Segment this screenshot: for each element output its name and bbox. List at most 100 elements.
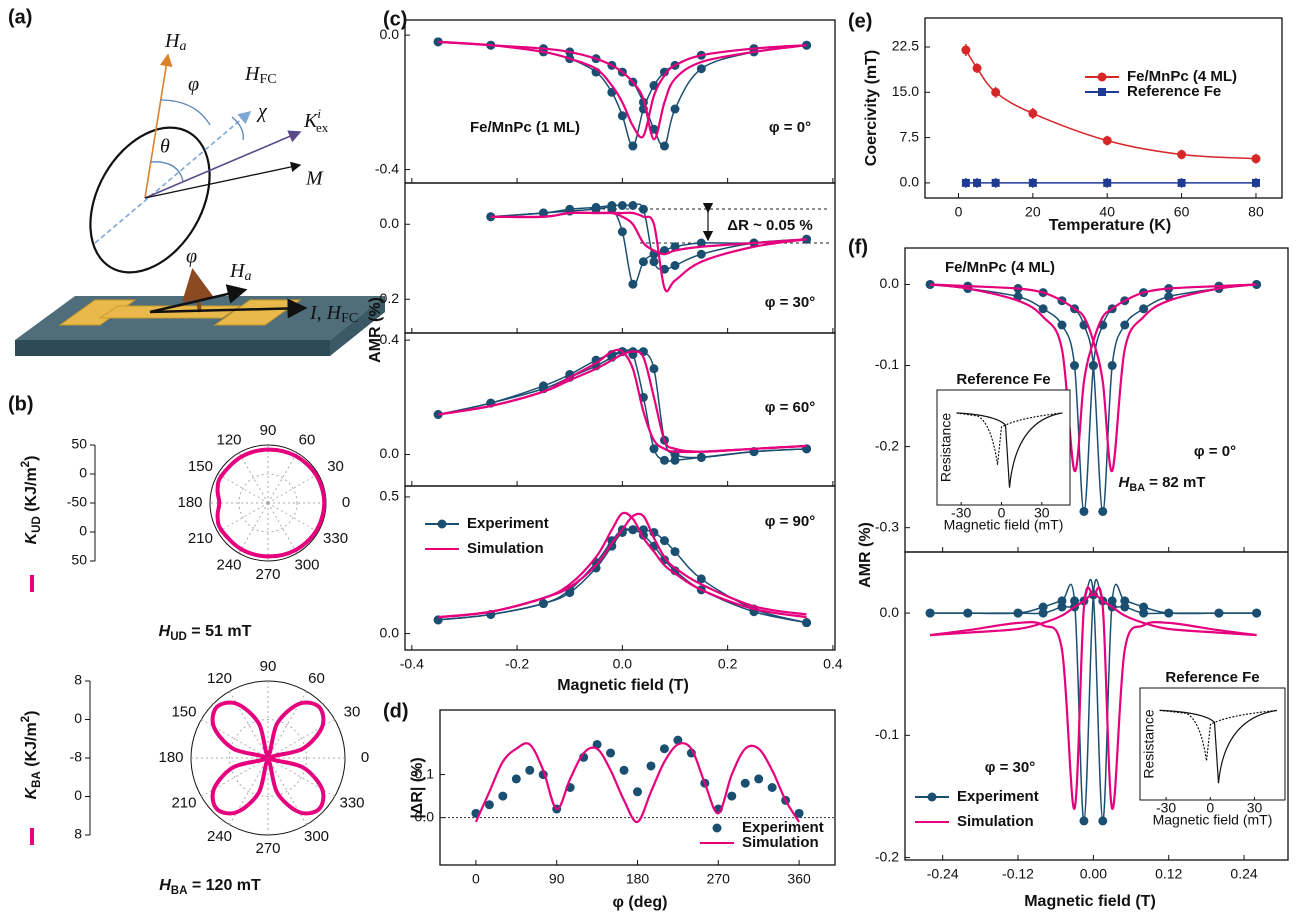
r-tick-label: -50: [67, 494, 87, 510]
y-tick-label: 0.5: [380, 488, 400, 504]
x-tick-label: 0.0: [613, 656, 633, 672]
theta-tick-label: 90: [260, 422, 277, 439]
r-tick-label: 0: [79, 465, 87, 481]
r-axis-label-part: (KJ/m: [23, 722, 40, 771]
theta-tick-label: 60: [308, 670, 325, 687]
y-tick-label: -0.3: [875, 518, 899, 534]
y-tick-label: 0.0: [380, 624, 400, 640]
inset-x-label: Magnetic field (mT): [1153, 812, 1273, 828]
annotation: HBA = 82 mT: [1119, 474, 1206, 494]
x-tick-label: 0.00: [1080, 866, 1107, 882]
annotation-part: = 82 mT: [1145, 474, 1205, 491]
theta-tick-label: 210: [171, 794, 196, 811]
marker: [628, 201, 637, 210]
legend-label: Simulation: [957, 813, 1034, 830]
label: HFC: [244, 63, 277, 88]
schematic: (a) Ha φ HFC χ Kiex θ M φ Ha I, HFC: [8, 6, 385, 356]
marker: [991, 88, 1000, 97]
marker: [697, 250, 706, 259]
label-part: a: [244, 269, 251, 284]
label: M: [305, 168, 324, 190]
arrow: [145, 165, 300, 198]
theta-tick-label: 90: [260, 658, 277, 675]
panel-label: (b): [8, 393, 34, 415]
x-tick-label: 270: [707, 871, 731, 887]
theta-tick-label: 180: [158, 749, 183, 766]
marker: [973, 179, 981, 187]
marker: [1139, 304, 1148, 313]
theta-tick-label: 330: [339, 794, 364, 811]
label-part: i: [317, 106, 321, 121]
r-tick-label: 8: [74, 672, 82, 688]
r-tick-label: 0: [74, 787, 82, 803]
y-tick-label: -0.2: [875, 437, 899, 453]
marker: [1120, 321, 1129, 330]
label-part: H: [244, 63, 261, 85]
annotation: Fe/MnPc (1 ML): [470, 119, 580, 136]
r-axis-label-part: ): [23, 456, 40, 461]
marker: [1164, 609, 1173, 618]
marker: [1057, 603, 1066, 612]
x-tick-label: 80: [1248, 204, 1264, 220]
label-part: FC: [341, 311, 358, 326]
marker: [660, 744, 669, 753]
marker: [618, 227, 627, 236]
x-axis-label: φ (deg): [613, 894, 668, 911]
annotation-part: BA: [1129, 482, 1145, 494]
label: Ha: [164, 30, 186, 55]
r-tick-label: 50: [71, 552, 87, 568]
inset-frame: [1140, 688, 1285, 800]
r-tick-label: 0: [79, 523, 87, 539]
marker: [1252, 179, 1260, 187]
marker: [1039, 609, 1048, 618]
marker: [697, 64, 706, 73]
marker: [1014, 609, 1023, 618]
legend-label: Simulation: [467, 540, 544, 557]
marker: [1079, 816, 1088, 825]
label: φ: [186, 246, 197, 268]
marker: [671, 261, 680, 270]
series-line: [476, 743, 799, 822]
theta-tick-label: 330: [323, 530, 348, 547]
marker: [649, 364, 658, 373]
chart-title: HBA = 120 mT: [159, 877, 261, 897]
marker: [768, 783, 777, 792]
marker: [754, 774, 763, 783]
inset-title: Reference Fe: [1165, 669, 1259, 686]
annotation: φ = 90°: [765, 513, 816, 530]
marker: [727, 792, 736, 801]
y-tick-label: 0.0: [880, 604, 900, 620]
marker: [713, 824, 722, 833]
chart-title-part: BA: [171, 885, 188, 897]
annotation: φ = 0°: [1194, 443, 1236, 460]
x-tick-label: 0.4: [823, 656, 843, 672]
x-tick-label: -0.24: [927, 866, 959, 882]
plot-frame: [925, 18, 1282, 198]
y-tick-label: 0.0: [380, 215, 400, 231]
marker: [697, 453, 706, 462]
legend-label: Experiment: [467, 515, 549, 532]
marker: [1089, 361, 1098, 370]
marker: [992, 179, 1000, 187]
arrow: [145, 55, 168, 198]
theta-tick-label: 30: [344, 703, 361, 720]
theta-tick-label: 210: [188, 530, 213, 547]
marker: [1079, 507, 1088, 516]
y-tick-label: -0.4: [375, 160, 399, 176]
theta-tick-label: 300: [294, 556, 319, 573]
marker: [628, 142, 637, 151]
r-tick-label: 50: [71, 436, 87, 452]
chart-title-part: = 120 mT: [187, 877, 261, 894]
r-tick-label: 0: [74, 710, 82, 726]
marker: [1120, 596, 1129, 605]
substrate: [15, 340, 330, 356]
marker: [607, 201, 616, 210]
marker: [963, 609, 972, 618]
marker: [1057, 321, 1066, 330]
x-axis-label: Magnetic field (T): [1024, 893, 1156, 910]
y-axis-label: AMR (%): [367, 297, 384, 363]
plot-area: [434, 347, 811, 465]
x-tick-label: 0: [955, 204, 963, 220]
x-tick-label: 180: [626, 871, 650, 887]
y-tick-label: 15.0: [892, 83, 919, 99]
